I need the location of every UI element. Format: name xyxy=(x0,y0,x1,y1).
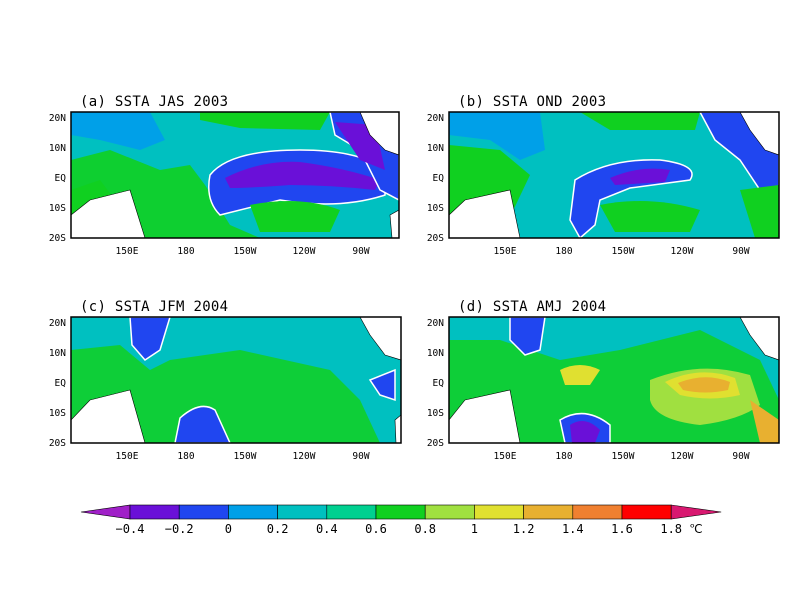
colorbar-swatch xyxy=(474,504,524,520)
lat-label: EQ xyxy=(55,378,67,389)
colorbar-swatch xyxy=(621,504,672,520)
colorbar-swatch xyxy=(523,504,574,520)
lat-label: 20N xyxy=(427,318,444,329)
colorbar-swatch xyxy=(178,504,229,520)
colorbar-tick-label: −0.4 xyxy=(116,522,145,536)
lat-label: 20N xyxy=(49,113,66,124)
lat-label: 20S xyxy=(427,438,444,449)
lon-label: 180 xyxy=(555,451,572,462)
lon-label: 150W xyxy=(234,451,257,462)
lon-label: 90W xyxy=(352,451,369,462)
lon-label: 180 xyxy=(555,246,572,257)
colorbar-swatch xyxy=(375,504,426,520)
lat-label: 10N xyxy=(49,348,66,359)
colorbar-tick-label: 1.8 xyxy=(660,522,682,536)
lon-label: 150E xyxy=(494,451,517,462)
colorbar-swatch xyxy=(572,504,623,520)
colorbar-tick-label: 1 xyxy=(471,522,478,536)
lon-label: 180 xyxy=(177,246,194,257)
lon-label: 180 xyxy=(177,451,194,462)
lat-label: 20N xyxy=(49,318,66,329)
colorbar-swatch xyxy=(277,504,328,520)
colorbar-arrow-low xyxy=(80,504,131,520)
panel-a-title: (a) SSTA JAS 2003 xyxy=(80,94,229,110)
panel-c-title: (c) SSTA JFM 2004 xyxy=(80,299,229,315)
lon-label: 150E xyxy=(494,246,517,257)
lon-label: 90W xyxy=(352,246,369,257)
colorbar-swatch xyxy=(424,504,475,520)
lat-label: 10N xyxy=(427,143,444,154)
colorbar-swatch xyxy=(326,504,377,520)
lon-label: 120W xyxy=(671,246,694,257)
lat-label: 10S xyxy=(427,203,444,214)
lat-label: 20N xyxy=(427,113,444,124)
colorbar-tick-label: −0.2 xyxy=(165,522,194,536)
lat-label: EQ xyxy=(433,378,445,389)
lat-label: 10S xyxy=(49,203,66,214)
lat-label: 20S xyxy=(427,233,444,244)
colorbar-tick-label: 0.2 xyxy=(267,522,289,536)
lon-label: 90W xyxy=(732,451,749,462)
lat-label: 20S xyxy=(49,438,66,449)
lat-label: 10N xyxy=(49,143,66,154)
colorbar-tick-label: 0.4 xyxy=(316,522,338,536)
lat-label: EQ xyxy=(433,173,445,184)
lon-label: 150E xyxy=(116,451,139,462)
lon-label: 150E xyxy=(116,246,139,257)
colorbar-tick-label: 1.4 xyxy=(562,522,584,536)
colorbar-unit: ℃ xyxy=(689,522,702,536)
lon-label: 90W xyxy=(732,246,749,257)
colorbar-tick-label: 1.6 xyxy=(611,522,633,536)
lat-label: 20S xyxy=(49,233,66,244)
lon-label: 150W xyxy=(234,246,257,257)
colorbar-swatch xyxy=(129,504,180,520)
colorbar-tick-label: 0 xyxy=(225,522,232,536)
lon-label: 150W xyxy=(612,451,635,462)
colorbar-tick-label: 1.2 xyxy=(513,522,535,536)
lat-label: 10S xyxy=(49,408,66,419)
lon-label: 120W xyxy=(293,451,316,462)
lat-label: EQ xyxy=(55,173,67,184)
colorbar-tick-label: 0.6 xyxy=(365,522,387,536)
lon-label: 150W xyxy=(612,246,635,257)
lat-label: 10S xyxy=(427,408,444,419)
lon-label: 120W xyxy=(293,246,316,257)
colorbar-tick-label: 0.8 xyxy=(414,522,436,536)
colorbar-swatch xyxy=(228,504,278,520)
panel-b-title: (b) SSTA OND 2003 xyxy=(458,94,607,110)
panel-d-title: (d) SSTA AMJ 2004 xyxy=(458,299,607,315)
colorbar-arrow-high xyxy=(670,504,722,520)
lon-label: 120W xyxy=(671,451,694,462)
lat-label: 10N xyxy=(427,348,444,359)
